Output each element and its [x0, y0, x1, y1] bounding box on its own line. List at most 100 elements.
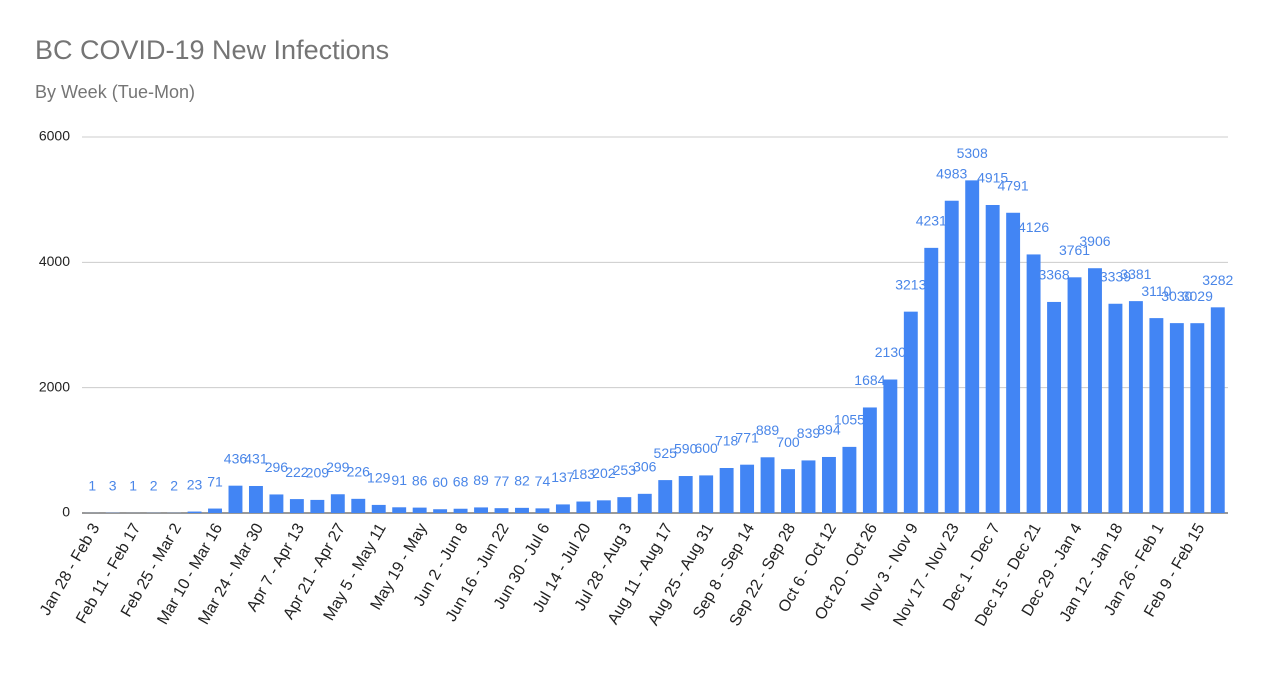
- bar: [474, 507, 489, 513]
- bar: [944, 200, 959, 513]
- bar: [1026, 254, 1041, 514]
- y-tick-label: 2000: [39, 378, 70, 394]
- data-label: 1: [129, 478, 137, 494]
- data-label: 253: [613, 462, 637, 478]
- bar: [740, 464, 755, 513]
- bar: [1190, 323, 1205, 513]
- data-label: 183: [572, 466, 596, 482]
- data-label: 137: [551, 469, 575, 485]
- bar: [985, 204, 1000, 513]
- data-label: 60: [432, 474, 448, 490]
- bar: [1108, 303, 1123, 513]
- bar: [1088, 268, 1102, 513]
- bar: [1067, 277, 1082, 513]
- data-label: 4231: [916, 213, 947, 229]
- data-label: 89: [473, 472, 489, 488]
- y-tick-label: 0: [62, 504, 70, 520]
- data-label: 4126: [1018, 219, 1049, 235]
- data-label: 3030: [1161, 288, 1192, 304]
- bar: [1006, 212, 1021, 513]
- data-label: 600: [694, 440, 718, 456]
- data-label: 1: [88, 478, 96, 494]
- bar: [555, 504, 570, 513]
- bar: [924, 247, 939, 513]
- data-label: 86: [412, 472, 428, 488]
- data-label: 718: [715, 433, 739, 449]
- data-label: 3213: [895, 276, 926, 292]
- bar: [883, 379, 898, 513]
- bar: [535, 508, 550, 513]
- data-label: 894: [817, 422, 841, 438]
- data-label: 4983: [936, 165, 967, 181]
- data-label: 1684: [854, 372, 885, 388]
- bar: [760, 457, 775, 513]
- chart-title: BC COVID-19 New Infections: [35, 35, 389, 65]
- bar: [310, 499, 325, 513]
- data-label: 4915: [977, 170, 1008, 186]
- bar: [1047, 301, 1062, 513]
- data-label: 4791: [998, 177, 1029, 193]
- bar: [842, 446, 857, 513]
- data-label: 77: [494, 473, 510, 489]
- data-label: 2: [150, 478, 158, 494]
- data-label: 222: [285, 464, 309, 480]
- data-label: 299: [326, 459, 350, 475]
- data-label: 71: [207, 473, 223, 489]
- bar: [1128, 301, 1143, 513]
- data-label: 74: [535, 473, 551, 489]
- bar: [494, 508, 509, 513]
- data-label: 889: [756, 422, 780, 438]
- bar: [248, 485, 263, 513]
- data-label: 1055: [834, 412, 865, 428]
- bar: [453, 508, 468, 513]
- data-label: 436: [224, 450, 248, 466]
- bar: [658, 480, 673, 513]
- data-label: 3282: [1202, 272, 1233, 288]
- bar: [1210, 307, 1225, 513]
- bar: [576, 501, 591, 513]
- data-label: 771: [735, 429, 759, 445]
- bar: [1149, 318, 1164, 513]
- data-label: 226: [347, 464, 371, 480]
- data-label: 3339: [1100, 268, 1131, 284]
- data-label: 3368: [1038, 267, 1069, 283]
- data-label: 5308: [957, 145, 988, 161]
- bar: [596, 500, 611, 513]
- data-label: 209: [306, 465, 330, 481]
- data-label: 2130: [875, 344, 906, 360]
- bar: [965, 180, 980, 513]
- bar: [719, 468, 734, 513]
- bar: [371, 504, 386, 513]
- data-label: 91: [391, 472, 407, 488]
- bar: [1169, 323, 1184, 513]
- data-label: 590: [674, 441, 698, 457]
- data-label: 68: [453, 473, 469, 489]
- bar: [412, 507, 427, 513]
- bar: [515, 507, 529, 513]
- y-tick-label: 6000: [39, 128, 70, 144]
- data-label: 129: [367, 470, 391, 486]
- bar: [208, 508, 222, 513]
- bar: [187, 511, 202, 513]
- data-label: 839: [797, 425, 821, 441]
- bar: [269, 494, 284, 513]
- chart-subtitle: By Week (Tue-Mon): [35, 82, 195, 102]
- bar: [801, 460, 816, 513]
- bar: [781, 469, 795, 513]
- data-label: 82: [514, 473, 530, 489]
- data-label: 525: [654, 445, 678, 461]
- data-label: 3761: [1059, 242, 1090, 258]
- bar: [699, 475, 714, 513]
- bar: [228, 485, 243, 513]
- bar: [678, 476, 693, 513]
- data-label: 3381: [1120, 266, 1151, 282]
- data-label: 3: [109, 478, 117, 494]
- bar: [330, 494, 345, 513]
- data-label: 296: [265, 459, 289, 475]
- data-label: 2: [170, 478, 178, 494]
- data-label: 431: [244, 451, 268, 467]
- bar: [433, 509, 448, 513]
- bar: [637, 493, 652, 513]
- bar: [821, 456, 836, 513]
